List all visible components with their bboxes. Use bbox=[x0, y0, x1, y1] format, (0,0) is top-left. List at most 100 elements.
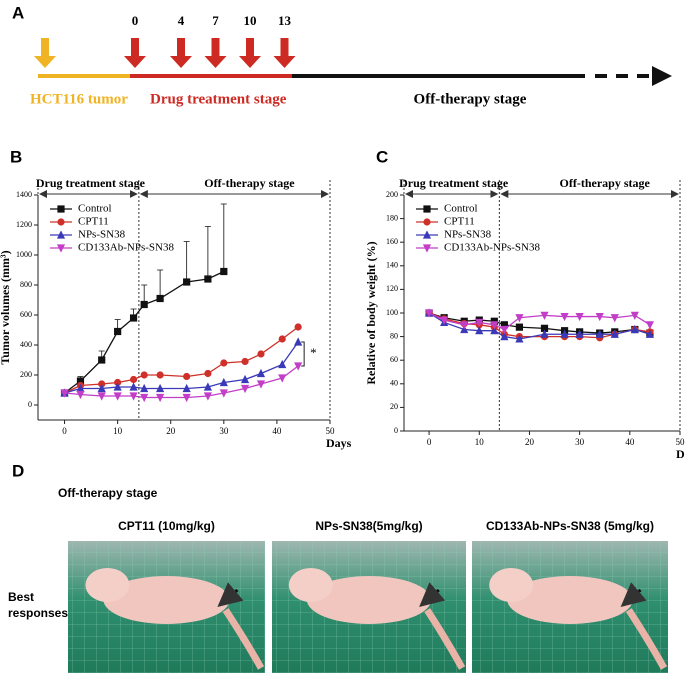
mouse-body bbox=[306, 576, 432, 624]
legend-label: CD133Ab-NPs-SN38 bbox=[78, 242, 174, 254]
panel-label: C bbox=[376, 147, 388, 166]
marker bbox=[140, 300, 148, 309]
tumor-label: HCT116 tumor bbox=[30, 91, 128, 107]
marker bbox=[129, 382, 138, 391]
pointer-arrow bbox=[620, 582, 647, 607]
y-tick-label: 0 bbox=[394, 426, 398, 435]
row-label: Best responses bbox=[8, 590, 68, 620]
marker bbox=[203, 392, 212, 401]
x-tick-label: 50 bbox=[676, 437, 685, 447]
y-tick-label: 600 bbox=[20, 310, 32, 319]
marker bbox=[500, 325, 509, 335]
x-tick-label: 0 bbox=[62, 426, 67, 436]
marker bbox=[540, 324, 549, 332]
marker bbox=[240, 384, 250, 394]
y-tick-label: 1000 bbox=[16, 250, 32, 259]
marker bbox=[630, 324, 639, 334]
marker bbox=[56, 244, 66, 253]
marker bbox=[575, 329, 584, 338]
marker bbox=[294, 337, 303, 346]
marker bbox=[423, 218, 431, 226]
treatment-arrow bbox=[124, 38, 146, 68]
marker bbox=[422, 244, 432, 253]
marker bbox=[595, 329, 604, 338]
y-tick-label: 1200 bbox=[16, 220, 32, 229]
x-tick-label: 30 bbox=[575, 437, 585, 447]
marker bbox=[540, 329, 549, 338]
legend-label: NPs-SN38 bbox=[444, 229, 492, 241]
mouse-head bbox=[288, 568, 333, 602]
timeline-arrowhead bbox=[652, 66, 672, 86]
error-bar bbox=[183, 241, 190, 282]
mouse-tail bbox=[625, 608, 668, 670]
legend-label: CPT11 bbox=[444, 216, 475, 228]
marker bbox=[97, 383, 106, 393]
phase-label: Drug treatment stage bbox=[36, 176, 146, 190]
y-tick-label: 80 bbox=[390, 331, 398, 340]
y-tick-label: 40 bbox=[390, 379, 398, 388]
off-label: Off-therapy stage bbox=[414, 91, 527, 107]
marker bbox=[423, 205, 431, 213]
marker bbox=[57, 218, 65, 226]
marker bbox=[256, 380, 266, 389]
marker bbox=[113, 382, 122, 391]
marker bbox=[490, 326, 499, 335]
marker bbox=[98, 356, 106, 364]
tumor-arrow bbox=[34, 38, 56, 68]
marker bbox=[645, 321, 654, 330]
marker bbox=[182, 383, 191, 393]
panel-label: D bbox=[12, 461, 24, 480]
legend-label: Control bbox=[444, 203, 478, 215]
marker bbox=[129, 375, 138, 384]
phase-label: Drug treatment stage bbox=[399, 176, 509, 190]
mouse-body bbox=[103, 576, 230, 624]
marker bbox=[129, 314, 138, 322]
marker bbox=[220, 359, 228, 367]
y-axis-label: Tumor volumes (mm³) bbox=[0, 250, 12, 364]
error-bar bbox=[157, 269, 164, 299]
marker bbox=[240, 374, 250, 384]
stage-label: Off-therapy stage bbox=[58, 486, 158, 500]
marker bbox=[156, 383, 165, 393]
marker bbox=[475, 326, 484, 335]
x-tick-label: 40 bbox=[272, 426, 282, 436]
y-tick-label: 20 bbox=[390, 402, 398, 411]
marker bbox=[156, 393, 165, 403]
y-tick-label: 180 bbox=[386, 213, 398, 222]
marker bbox=[294, 323, 302, 331]
significance-bracket bbox=[301, 341, 305, 367]
marker bbox=[515, 314, 524, 323]
marker bbox=[114, 327, 122, 336]
marker bbox=[630, 311, 639, 320]
marker bbox=[76, 383, 85, 393]
mouse-head bbox=[85, 568, 130, 602]
y-tick-label: 800 bbox=[20, 280, 32, 289]
series-line bbox=[428, 312, 651, 340]
y-tick-label: 60 bbox=[390, 355, 398, 364]
x-tick-label: 20 bbox=[525, 437, 535, 447]
y-tick-label: 100 bbox=[386, 308, 398, 317]
treatment-arrow bbox=[170, 38, 192, 68]
panel-label: B bbox=[10, 147, 22, 166]
mouse-head bbox=[489, 568, 534, 602]
x-tick-label: 20 bbox=[166, 426, 176, 436]
x-tick-label: 0 bbox=[427, 437, 432, 447]
marker bbox=[140, 371, 148, 379]
x-axis-label: Days bbox=[326, 436, 352, 450]
marker bbox=[204, 369, 212, 378]
marker bbox=[278, 359, 287, 369]
legend-label: Control bbox=[78, 203, 112, 215]
marker bbox=[140, 393, 149, 403]
x-tick-label: 40 bbox=[625, 437, 635, 447]
x-tick-label: 10 bbox=[475, 437, 485, 447]
marker bbox=[76, 390, 85, 400]
legend-label: CPT11 bbox=[78, 216, 109, 228]
marker bbox=[57, 205, 65, 213]
pointer-arrow bbox=[419, 582, 446, 607]
series-line bbox=[428, 312, 651, 331]
marker bbox=[60, 389, 69, 398]
marker bbox=[241, 357, 249, 366]
x-axis-label: Days bbox=[676, 447, 685, 461]
y-axis-label: Relative of body weight (%) bbox=[364, 241, 378, 384]
